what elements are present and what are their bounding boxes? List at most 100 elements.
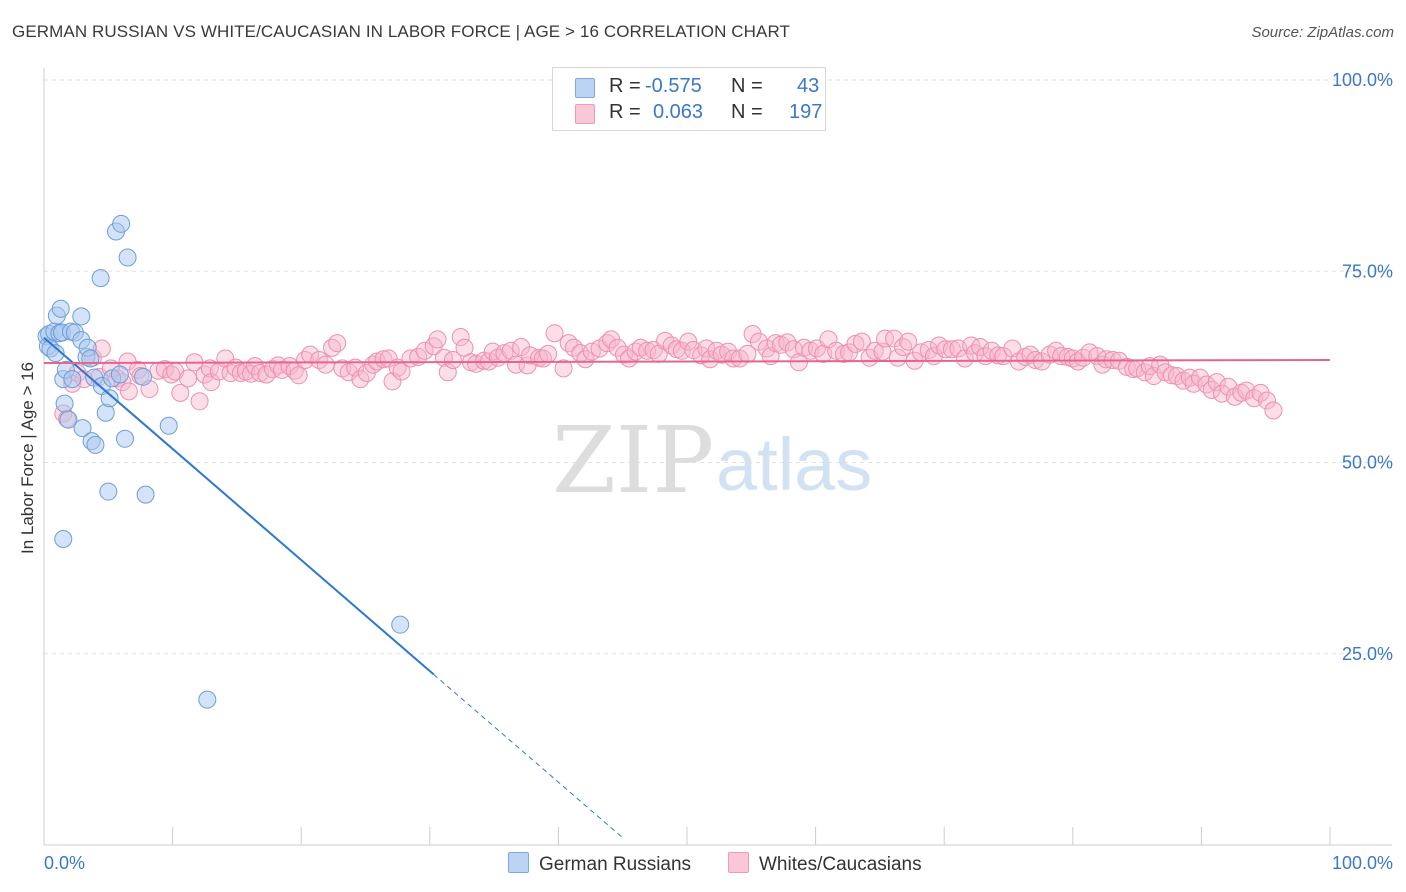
german-russians-point — [99, 482, 118, 501]
legend-n-value: 197 — [789, 101, 823, 123]
whites-caucasians-point — [171, 383, 190, 402]
bottom-legend-german-russians: German Russians — [508, 852, 691, 876]
legend-r-value: -0.575 — [645, 75, 702, 97]
whites-caucasians-point — [1257, 391, 1276, 410]
y-tick-label: 50.0% — [1342, 453, 1393, 473]
whites-caucasians-point — [383, 372, 402, 391]
whites-caucasians-point — [1063, 349, 1082, 368]
gridlines — [44, 79, 1392, 655]
legend-n-label: N = — [731, 75, 763, 97]
german-russians-point — [63, 370, 82, 389]
whites-caucasians-point — [679, 332, 698, 351]
whites-caucasians-point — [119, 382, 138, 401]
legend-n-label: N = — [731, 101, 763, 123]
german-russians-point — [51, 299, 70, 318]
trend-lines — [43, 337, 1331, 839]
whites-caucasians-point — [539, 344, 558, 363]
german-russians-point — [112, 214, 131, 233]
german-russians-trend-extension — [433, 674, 624, 839]
whites-caucasians-point — [545, 324, 564, 343]
whites-caucasians-point — [474, 351, 493, 370]
whites-caucasians-point — [1162, 366, 1181, 385]
legend-n-value: 43 — [797, 75, 820, 97]
german-russians-point — [198, 690, 217, 709]
german-russians-point — [159, 416, 178, 435]
whites-caucasians-point — [316, 355, 335, 374]
whites-caucasians-point — [608, 338, 627, 357]
y-tick-label: 100.0% — [1332, 70, 1393, 90]
x-tick-label-min: 0.0% — [44, 853, 85, 873]
whites-caucasians-point — [374, 350, 393, 369]
whites-caucasians-point — [328, 334, 347, 353]
german-russians-point — [55, 394, 74, 413]
x-tick-label-max: 100.0% — [1332, 853, 1393, 873]
whites-caucasians-point — [483, 342, 502, 361]
whites-caucasians-point — [1047, 341, 1066, 360]
german-russians-point — [118, 248, 137, 267]
whites-caucasians-point — [221, 363, 240, 382]
correlation-legend: R = -0.575 N = 43 R = 0.063 N = 197 — [552, 67, 826, 131]
whites-caucasians-point — [296, 350, 315, 369]
legend-swatch-pink — [575, 104, 595, 124]
whites-caucasians-point — [638, 341, 657, 360]
german-russians-point — [110, 365, 129, 384]
whites-caucasians-point — [554, 359, 573, 378]
whites-caucasians-point — [1167, 367, 1186, 386]
source-label: Source: ZipAtlas.com — [1251, 24, 1394, 41]
whites-caucasians-point — [852, 332, 871, 351]
german-russians-point — [100, 389, 119, 408]
legend-swatch-blue — [575, 78, 595, 98]
whites-caucasians-trend-line — [43, 358, 1331, 365]
bottom-legend-label: Whites/Caucasians — [759, 854, 922, 875]
whites-caucasians-point — [415, 341, 434, 360]
german-russians-point — [81, 349, 100, 368]
whites-caucasians-point — [428, 330, 447, 349]
whites-caucasians-point — [1207, 373, 1226, 392]
whites-caucasians-point — [1021, 345, 1040, 364]
whites-caucasians-point — [451, 328, 470, 347]
whites-caucasians-point — [310, 350, 329, 369]
whites-caucasians-point — [789, 353, 808, 372]
tick-labels: 25.0% 50.0% 75.0% 100.0% 0.0% 100.0% — [44, 70, 1393, 873]
whites-caucasians-point — [190, 392, 209, 411]
legend-r-label: R = — [609, 101, 641, 123]
legend-r-label: R = — [609, 75, 641, 97]
german-russians-point — [86, 435, 105, 454]
whites-caucasians-point — [743, 324, 762, 343]
german-russians-point — [136, 485, 155, 504]
whites-caucasians-point — [1135, 363, 1154, 382]
whites-caucasians-point — [1003, 339, 1022, 358]
whites-caucasians-point — [982, 341, 1001, 360]
whites-caucasians-point — [955, 349, 974, 368]
whites-caucasians-point — [1097, 350, 1116, 369]
german-russians-point — [91, 269, 110, 288]
y-tick-label: 25.0% — [1342, 644, 1393, 664]
whites-caucasians-point — [501, 341, 520, 360]
watermark-atlas: atlas — [716, 423, 872, 506]
whites-caucasians-point — [179, 369, 198, 388]
watermark-zip: ZIP — [552, 407, 714, 514]
whites-caucasians-point — [936, 340, 955, 359]
bottom-legend-label: German Russians — [539, 854, 692, 875]
y-tick-label: 75.0% — [1342, 261, 1393, 281]
bottom-legend-swatch-blue — [508, 852, 529, 873]
bottom-legend-whites-caucasians: Whites/Caucasians — [728, 852, 922, 876]
german-russians-point — [116, 429, 135, 448]
whites-caucasians-point — [576, 350, 595, 369]
whites-caucasians-point — [865, 341, 884, 360]
whites-caucasians-point — [942, 340, 961, 359]
german-russians-point — [54, 530, 73, 548]
whites-caucasians-point — [876, 329, 895, 348]
whites-caucasians-point — [899, 332, 918, 351]
german-russians-trend-line — [43, 337, 435, 676]
whites-caucasians-point — [443, 350, 462, 369]
german-russians-point — [134, 367, 153, 386]
whites-caucasians-point — [289, 366, 308, 385]
whites-caucasians-point — [778, 333, 797, 352]
whites-caucasians-point — [894, 337, 913, 356]
german-russians-point — [73, 419, 92, 438]
whites-caucasians-point — [971, 337, 990, 356]
whites-caucasians-point — [195, 365, 214, 384]
watermark: ZIP atlas — [552, 407, 872, 514]
